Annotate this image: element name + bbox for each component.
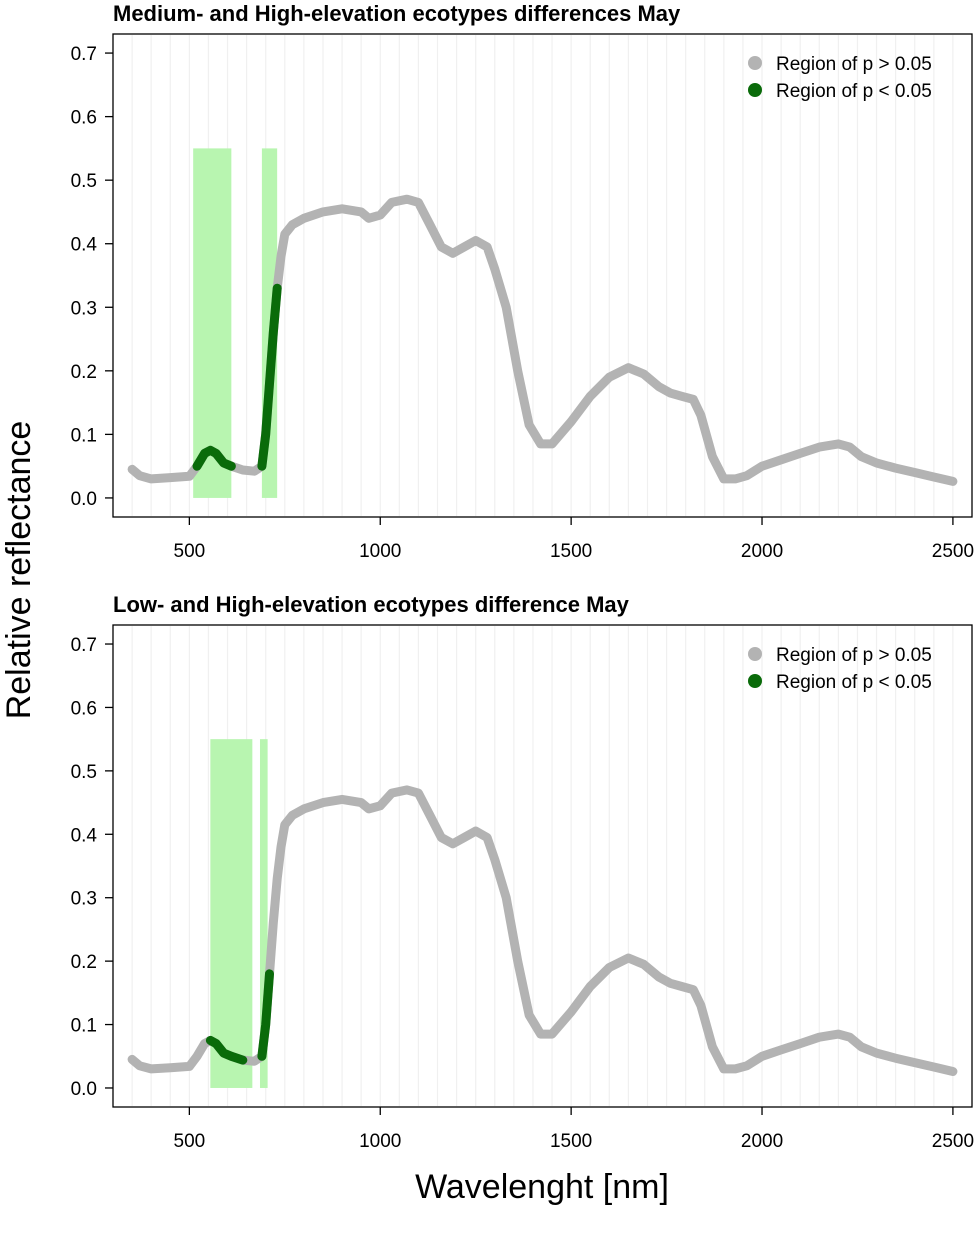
x-tick-label: 2000: [741, 1131, 783, 1152]
significant-segment: [205, 1035, 248, 1065]
plot-frame: [112, 33, 973, 518]
legend-label: Region of p > 0.05: [776, 54, 932, 75]
x-tick-label: 2000: [741, 541, 783, 562]
legend-label: Region of p < 0.05: [776, 81, 932, 102]
legend-marker: [748, 674, 762, 688]
y-tick-label: 0.5: [71, 171, 97, 192]
x-axis-label: Wavelenght [nm]: [415, 1168, 669, 1206]
legend-label: Region of p < 0.05: [776, 672, 932, 693]
y-tick-label: 0.6: [71, 698, 97, 719]
y-tick-label: 0.3: [71, 298, 97, 319]
spectrum-line: [127, 194, 958, 486]
panel-low-high: 0.0 0.1 0.2 0.3 0.4 0.5 0.6 0.7 500 1000 1500 2000 2…: [71, 592, 974, 1152]
significance-region: [193, 148, 232, 498]
legend-label: Region of p > 0.05: [776, 645, 932, 666]
y-tick-label: 0.4: [71, 825, 98, 846]
legend-marker: [748, 647, 762, 661]
x-tick-label: 2500: [932, 541, 974, 562]
legend-marker: [748, 83, 762, 97]
y-tick-label: 0.0: [71, 1079, 97, 1100]
y-axis-label: Relative reflectance: [0, 421, 38, 720]
x-tick-label: 1000: [359, 1131, 401, 1152]
x-tick-label: 1500: [550, 1131, 592, 1152]
significance-region: [259, 739, 268, 1088]
significant-segment: [257, 283, 282, 471]
significant-segment: [192, 445, 236, 471]
significance-region: [210, 739, 253, 1088]
y-tick-label: 0.6: [71, 108, 97, 129]
x-tick-label: 1000: [359, 541, 401, 562]
y-tick-label: 0.4: [71, 235, 98, 256]
x-tick-label: 500: [174, 1131, 206, 1152]
y-tick-label: 0.7: [71, 635, 97, 656]
y-tick-label: 0.2: [71, 952, 97, 973]
x-tick-label: 2500: [932, 1131, 974, 1152]
panel-title: Low- and High-elevation ecotypes differe…: [113, 592, 630, 617]
x-tick-label: 1500: [550, 541, 592, 562]
y-tick-label: 0.3: [71, 889, 97, 910]
y-tick-label: 0.1: [71, 425, 97, 446]
significant-segment: [257, 969, 274, 1061]
y-tick-label: 0.5: [71, 762, 97, 783]
spectrum-line: [127, 785, 958, 1076]
x-tick-label: 500: [174, 541, 206, 562]
panel-medium-high: 0.0 0.1 0.2 0.3 0.4 0.5 0.6 0.7 500 1000 1500 2000 2…: [71, 1, 974, 562]
y-tick-label: 0.0: [71, 489, 97, 510]
panel-title: Medium- and High-elevation ecotypes diff…: [113, 1, 681, 26]
legend-marker: [748, 56, 762, 70]
y-tick-label: 0.7: [71, 44, 97, 65]
plot-frame: [112, 624, 973, 1108]
y-tick-label: 0.1: [71, 1016, 97, 1037]
y-tick-label: 0.2: [71, 362, 97, 383]
